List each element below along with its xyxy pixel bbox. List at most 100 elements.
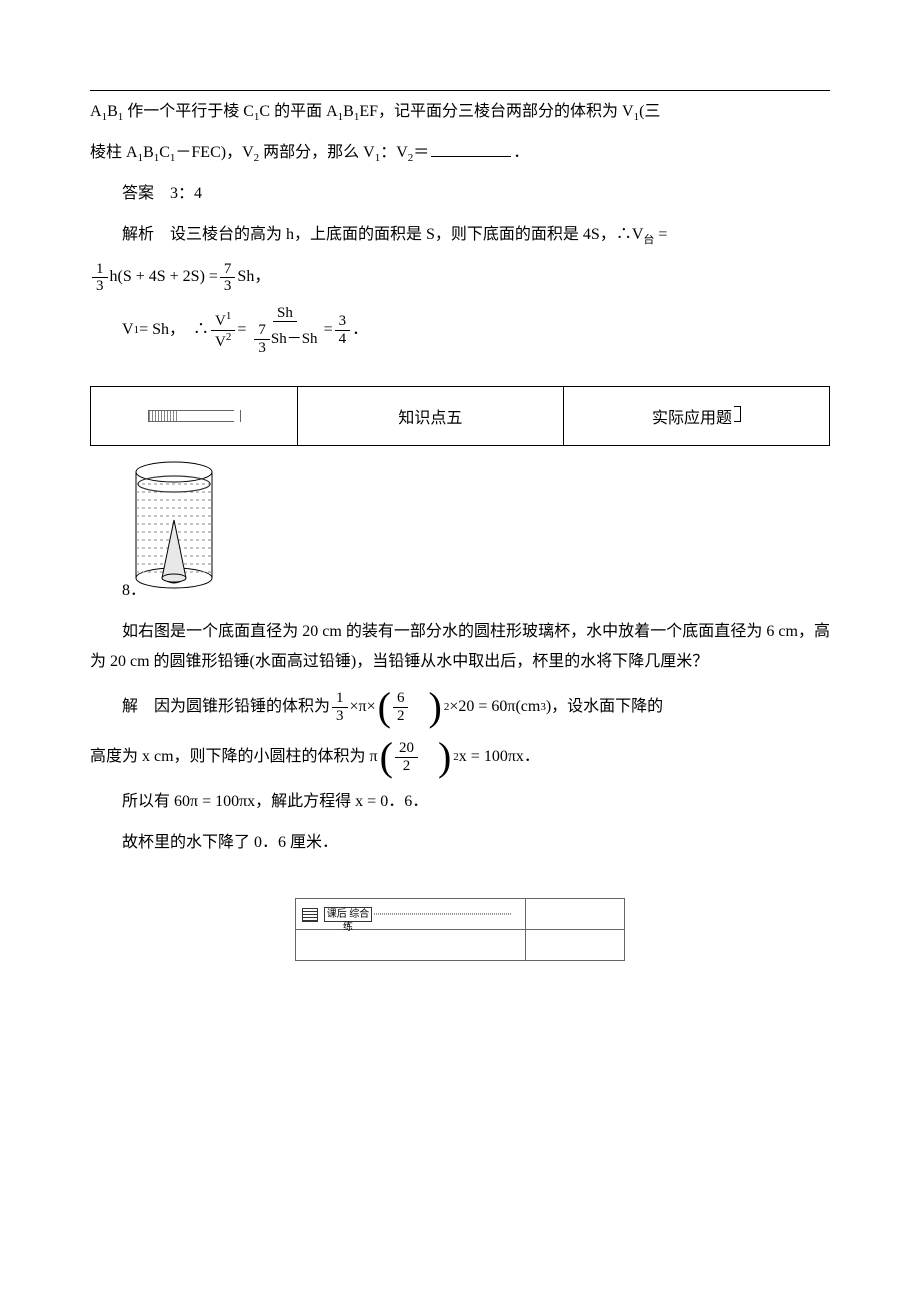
big-paren-2: ( 202 ) [380, 737, 452, 777]
problem-line-1: A1B1 作一个平行于棱 C1C 的平面 A1B1EF，记平面分三棱台两部分的体… [90, 97, 830, 128]
q8-text: 如右图是一个底面直径为 20 cm 的装有一部分水的圆柱形玻璃杯，水中放着一个底… [90, 617, 830, 678]
n: V1 [211, 310, 235, 331]
cylinder-cone-icon [130, 460, 218, 590]
t: ：V [380, 144, 408, 161]
t: 作一个平行于棱 C [123, 103, 254, 120]
frac-1-3: 13 [92, 261, 108, 295]
explain-line: 解析 设三棱台的高为 h，上底面的面积是 S，则下底面的面积是 4S，∴V台 = [90, 220, 830, 251]
frac-inner: 73 [254, 322, 270, 356]
t: －FEC)，V [175, 144, 253, 161]
t: B [107, 103, 118, 120]
answer-blank [431, 140, 511, 157]
frac-3-4: 34 [335, 313, 351, 347]
d: 2 [393, 708, 409, 725]
n: 3 [335, 313, 351, 331]
footer-table: 课后 综合练 [295, 898, 625, 961]
n: 1 [92, 261, 108, 279]
answer-line: 答案 3：4 [90, 179, 830, 209]
rp-icon: ) [438, 737, 451, 777]
s: 1 [226, 310, 232, 322]
d: 3 [92, 278, 108, 295]
bracket-icon [734, 406, 741, 422]
q8-figure-row [130, 460, 830, 590]
t: 课后 综合练 [324, 907, 372, 922]
t: )，设水面下降的 [546, 692, 663, 722]
formula-1: 13 h(S + 4S + 2S) = 73 Sh， [90, 261, 830, 295]
section-right-cell: 实际应用题 [563, 387, 829, 446]
top-rule [90, 90, 830, 91]
answer-label: 答案 [122, 185, 154, 202]
problem-line-2: 棱柱 A1B1C1－FEC)，V2 两部分，那么 V1：V2＝． [90, 138, 830, 169]
t: ×π× [350, 692, 376, 722]
d: 73 Sh－Sh [248, 322, 321, 356]
solution-label: 解 [122, 692, 138, 722]
d: V2 [211, 331, 235, 351]
sol-line-4: 故杯里的水下降了 0．6 厘米． [90, 828, 830, 858]
n: 6 [393, 690, 409, 708]
t: x = 100πx． [459, 742, 540, 772]
t: V [215, 334, 226, 350]
section-heading-table: 知识点五 实际应用题 [90, 386, 830, 446]
t: ． [352, 319, 368, 341]
t: 设三棱台的高为 h，上底面的面积是 S，则下底面的面积是 4S，∴V [154, 226, 643, 243]
formula-2: V1 = Sh， ∴ V1 V2 = Sh 73 Sh－Sh = 34 ． [122, 305, 830, 357]
t: V [215, 313, 226, 329]
t: 实际应用题 [652, 410, 732, 427]
explain-label: 解析 [122, 226, 154, 243]
t: B [143, 144, 154, 161]
d: 3 [254, 340, 270, 357]
t: 8． [122, 582, 146, 599]
footer-cell-a2 [296, 930, 526, 961]
s: 2 [226, 331, 232, 343]
section-mid-cell: 知识点五 [297, 387, 563, 446]
answer-value: 3：4 [154, 185, 202, 202]
sol-line-1: 解 因为圆锥形铅锤的体积为 13 ×π× ( 62 ) 2 ×20 = 60π(… [122, 687, 830, 727]
t: = [654, 226, 667, 243]
s: 台 [643, 234, 654, 246]
frac-6-2: 62 [393, 690, 409, 724]
rp-icon: ) [428, 687, 441, 727]
n: Sh [273, 305, 297, 323]
frac-sh: Sh 73 Sh－Sh [248, 305, 321, 357]
t: 棱柱 A [90, 144, 138, 161]
big-paren-1: ( 62 ) [378, 687, 442, 727]
n: 20 [395, 740, 418, 758]
t: 因为圆锥形铅锤的体积为 [138, 692, 330, 722]
lp-icon: ( [378, 687, 391, 727]
t: ×20 = 60π(cm [449, 692, 540, 722]
t: h(S + 4S + 2S) = [110, 266, 218, 288]
frac-v1v2: V1 V2 [211, 310, 235, 350]
section-bar-cell [91, 387, 298, 446]
footer-hbar-icon: 课后 综合练 [302, 908, 512, 920]
frac-7-3: 73 [220, 261, 236, 295]
d: 3 [220, 278, 236, 295]
n: 7 [220, 261, 236, 279]
t: C [159, 144, 170, 161]
d: 2 [399, 758, 415, 775]
t: 高度为 x cm，则下降的小圆柱的体积为 π [90, 742, 378, 772]
t: A [90, 103, 102, 120]
t: = [237, 319, 246, 341]
t: = [324, 319, 333, 341]
t: Sh， [237, 266, 270, 288]
t: 两部分，那么 V [259, 144, 375, 161]
t: = Sh， ∴ [139, 319, 209, 341]
t: V [122, 319, 134, 341]
t: ． [513, 144, 529, 161]
t: B [343, 103, 354, 120]
footer-cell-b [526, 899, 625, 930]
n: 1 [332, 690, 348, 708]
n: 7 [254, 322, 270, 340]
frac-1-3b: 13 [332, 690, 348, 724]
sol-line-3: 所以有 60π = 100πx，解此方程得 x = 0．6． [90, 787, 830, 817]
frac-20-2: 202 [395, 740, 418, 774]
hbar-icon [148, 410, 240, 422]
t: ＝ [413, 144, 429, 161]
t: C 的平面 A [259, 103, 337, 120]
t: Sh－Sh [271, 331, 318, 348]
d: 4 [335, 331, 351, 348]
footer-cell-a: 课后 综合练 [296, 899, 526, 930]
t: EF，记平面分三棱台两部分的体积为 V [359, 103, 633, 120]
footer-cell-b2 [526, 930, 625, 961]
t: (三 [639, 103, 660, 120]
